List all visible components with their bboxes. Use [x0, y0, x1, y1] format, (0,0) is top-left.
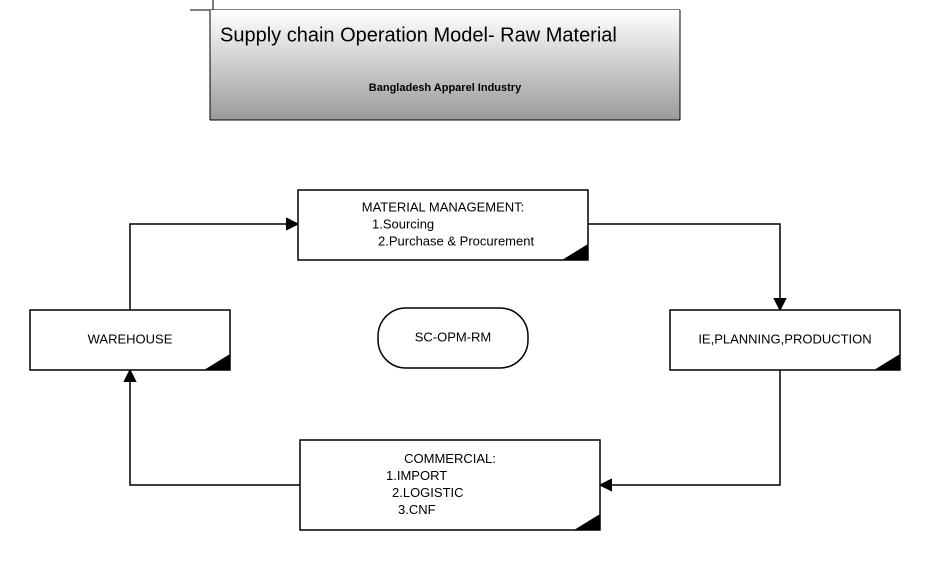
edge-wh-to-mm — [130, 224, 298, 310]
header-title: Supply chain Operation Model- Raw Materi… — [220, 24, 617, 46]
node-wh: WAREHOUSE — [30, 310, 230, 370]
node-mm-title: MATERIAL MANAGEMENT: — [362, 199, 525, 214]
node-mm-line-0: 1.Sourcing — [372, 216, 434, 231]
header-subtitle: Bangladesh Apparel Industry — [369, 82, 522, 94]
node-com-line-2: 3.CNF — [398, 502, 436, 517]
node-ie: IE,PLANNING,PRODUCTION — [670, 310, 900, 370]
node-mm: MATERIAL MANAGEMENT: 1.Sourcing 2.Purchase… — [298, 190, 588, 260]
node-com-title: COMMERCIAL: — [404, 451, 496, 466]
edge-mm-to-ie — [588, 224, 780, 310]
node-com-line-1: 2.LOGISTIC — [392, 485, 464, 500]
node-mm-line-1: 2.Purchase & Procurement — [378, 233, 534, 248]
node-com: COMMERCIAL: 1.IMPORT 2.LOGISTIC 3.CNF — [300, 440, 600, 530]
edge-com-to-wh — [130, 370, 300, 485]
node-ie-title: IE,PLANNING,PRODUCTION — [698, 331, 871, 346]
edge-ie-to-com — [600, 370, 780, 485]
node-com-line-0: 1.IMPORT — [386, 468, 447, 483]
center-label: SC-OPM-RM — [415, 329, 492, 344]
node-wh-title: WAREHOUSE — [88, 331, 173, 346]
